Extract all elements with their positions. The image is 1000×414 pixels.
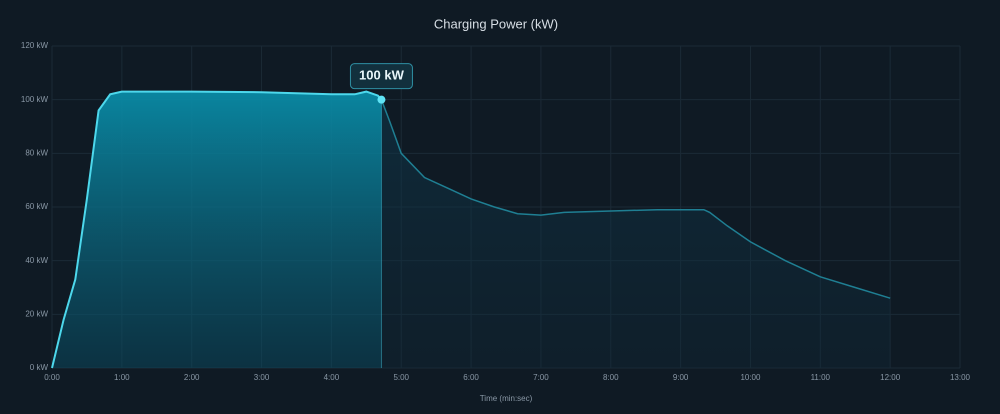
line-dim bbox=[381, 98, 891, 299]
x-axis-label: Time (min:sec) bbox=[480, 394, 533, 403]
y-tick-label: 20 kW bbox=[25, 309, 48, 318]
y-tick-label: 60 kW bbox=[25, 202, 48, 211]
x-tick-label: 13:00 bbox=[950, 373, 971, 382]
y-tick-label: 120 kW bbox=[21, 41, 49, 50]
annotation-label: 100 kW bbox=[359, 68, 405, 83]
x-tick-label: 12:00 bbox=[880, 373, 901, 382]
x-tick-label: 9:00 bbox=[673, 373, 689, 382]
area-dim bbox=[381, 99, 891, 368]
x-tick-label: 2:00 bbox=[184, 373, 200, 382]
x-tick-label: 1:00 bbox=[114, 373, 130, 382]
y-tick-label: 0 kW bbox=[30, 363, 49, 372]
x-tick-label: 7:00 bbox=[533, 373, 549, 382]
line-highlight bbox=[51, 90, 382, 369]
area-highlight bbox=[52, 91, 382, 368]
x-tick-label: 4:00 bbox=[324, 373, 340, 382]
y-tick-label: 40 kW bbox=[25, 256, 48, 265]
chart-title: Charging Power (kW) bbox=[434, 16, 558, 31]
x-tick-label: 3:00 bbox=[254, 373, 270, 382]
y-tick-label: 100 kW bbox=[21, 95, 49, 104]
x-tick-label: 11:00 bbox=[811, 373, 831, 382]
x-tick-label: 0:00 bbox=[44, 373, 60, 382]
x-tick-label: 10:00 bbox=[740, 373, 761, 382]
x-tick-label: 6:00 bbox=[463, 373, 479, 382]
y-tick-label: 80 kW bbox=[25, 148, 48, 157]
x-tick-label: 8:00 bbox=[603, 373, 619, 382]
x-tick-label: 5:00 bbox=[393, 373, 409, 382]
annotation-box bbox=[349, 63, 413, 90]
annotation-dot bbox=[377, 95, 386, 104]
